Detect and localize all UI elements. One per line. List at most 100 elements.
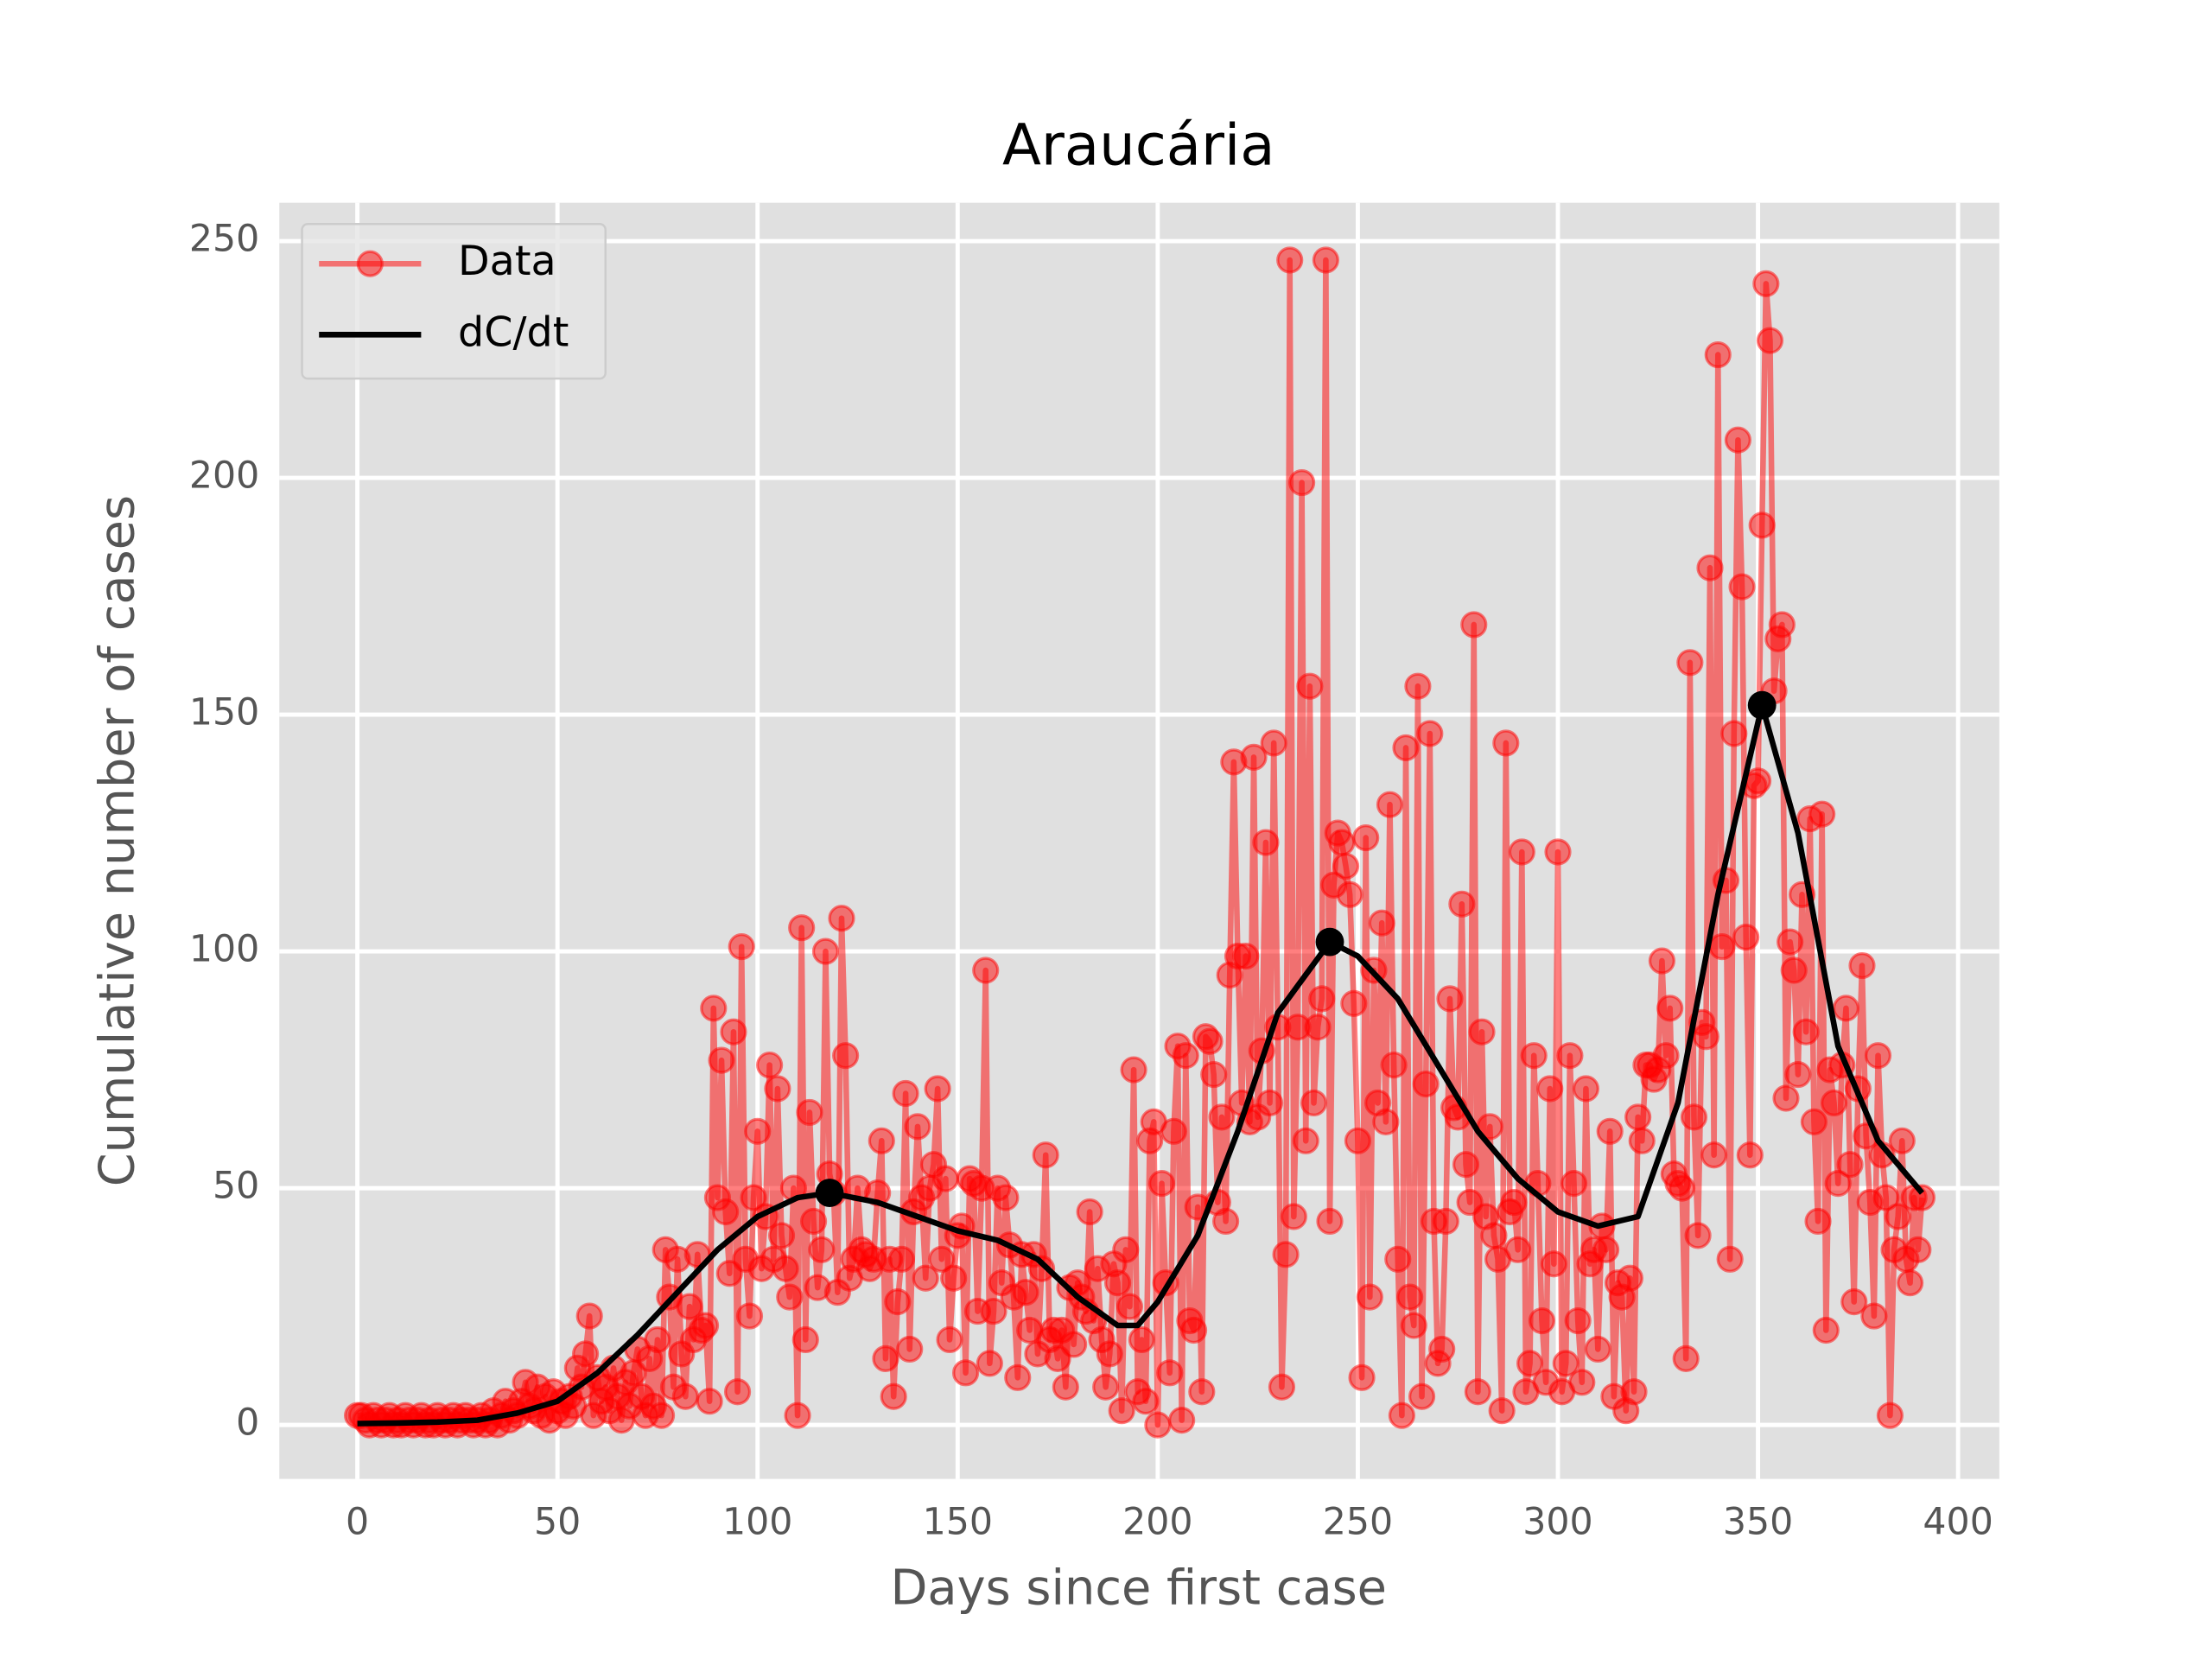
data-point bbox=[1412, 1070, 1440, 1098]
x-tick-label: 100 bbox=[722, 1501, 792, 1544]
data-point bbox=[1352, 823, 1380, 852]
data-point bbox=[1592, 1236, 1620, 1263]
data-point bbox=[1076, 1198, 1103, 1226]
peak-marker bbox=[815, 1179, 844, 1207]
data-point bbox=[1885, 1203, 1912, 1230]
data-point bbox=[571, 1340, 600, 1368]
data-point bbox=[1860, 1302, 1888, 1330]
x-tick-label: 0 bbox=[346, 1501, 369, 1544]
data-point bbox=[1752, 270, 1780, 297]
x-axis-label: Days since first case bbox=[890, 1560, 1387, 1616]
data-point bbox=[796, 1098, 823, 1127]
data-point bbox=[1680, 1103, 1708, 1131]
data-point bbox=[1260, 729, 1287, 757]
data-point bbox=[1676, 649, 1704, 677]
data-point bbox=[735, 1302, 764, 1330]
data-point bbox=[1328, 829, 1356, 856]
data-point bbox=[1160, 1117, 1187, 1145]
data-point bbox=[772, 1255, 799, 1282]
data-point bbox=[1736, 1141, 1764, 1169]
x-tick-label: 350 bbox=[1723, 1501, 1793, 1544]
data-point bbox=[1800, 1108, 1828, 1135]
data-point bbox=[799, 1207, 828, 1236]
y-tick-label: 100 bbox=[189, 928, 259, 971]
data-point bbox=[1304, 1014, 1332, 1041]
data-point bbox=[1820, 1089, 1848, 1117]
data-point bbox=[1280, 1203, 1307, 1230]
data-point bbox=[1716, 1245, 1744, 1273]
data-point bbox=[744, 1117, 772, 1145]
data-point bbox=[1179, 1316, 1208, 1344]
data-point bbox=[936, 1325, 963, 1354]
data-point bbox=[728, 933, 755, 961]
data-point bbox=[1272, 1241, 1300, 1268]
data-point bbox=[924, 1075, 951, 1103]
data-point bbox=[1540, 1250, 1567, 1278]
data-point bbox=[696, 1388, 723, 1415]
data-point bbox=[1904, 1236, 1932, 1263]
data-point bbox=[928, 1245, 956, 1273]
data-point bbox=[671, 1382, 699, 1410]
data-point bbox=[1616, 1264, 1643, 1292]
data-point bbox=[1156, 1359, 1184, 1387]
data-point bbox=[896, 1335, 924, 1363]
data-point bbox=[1564, 1306, 1592, 1335]
data-point bbox=[1672, 1344, 1700, 1372]
data-point bbox=[904, 1113, 931, 1141]
x-tick-label: 200 bbox=[1122, 1501, 1192, 1544]
data-point bbox=[1388, 1402, 1415, 1429]
plot-area bbox=[279, 202, 1999, 1479]
data-point bbox=[784, 1402, 811, 1429]
data-point bbox=[1212, 1207, 1240, 1236]
data-point bbox=[1464, 1378, 1491, 1406]
data-point bbox=[1732, 924, 1760, 951]
data-point bbox=[788, 914, 816, 942]
data-point bbox=[1468, 1018, 1496, 1046]
data-point bbox=[1240, 743, 1268, 771]
data-point bbox=[708, 1046, 735, 1074]
data-point bbox=[1408, 1382, 1436, 1410]
data-point bbox=[887, 1245, 916, 1273]
data-point bbox=[1808, 800, 1836, 828]
data-point bbox=[1876, 1402, 1904, 1429]
data-point bbox=[1312, 246, 1339, 274]
data-point bbox=[1288, 468, 1316, 497]
data-point bbox=[1648, 947, 1676, 975]
data-point bbox=[1724, 426, 1752, 454]
data-point bbox=[1004, 1363, 1032, 1391]
legend-marker bbox=[356, 250, 384, 277]
data-point bbox=[832, 1042, 860, 1070]
data-point bbox=[1308, 985, 1336, 1013]
data-point bbox=[1012, 1279, 1039, 1306]
data-point bbox=[676, 1293, 703, 1320]
data-point bbox=[1276, 246, 1304, 274]
data-point bbox=[1480, 1222, 1508, 1249]
data-point bbox=[1812, 1316, 1840, 1344]
data-point bbox=[1300, 1089, 1328, 1117]
data-point bbox=[1108, 1397, 1135, 1425]
data-point bbox=[691, 1312, 720, 1339]
data-point bbox=[1432, 1207, 1459, 1236]
data-point bbox=[1384, 1245, 1412, 1273]
data-point bbox=[872, 1344, 899, 1372]
data-point bbox=[1572, 1075, 1600, 1103]
data-point bbox=[1400, 1312, 1427, 1339]
y-tick-label: 0 bbox=[236, 1402, 259, 1445]
data-point bbox=[1332, 852, 1360, 880]
data-point bbox=[644, 1325, 671, 1354]
data-point bbox=[1516, 1350, 1544, 1377]
data-point bbox=[1708, 933, 1736, 961]
data-point bbox=[764, 1075, 791, 1103]
data-point bbox=[1500, 1188, 1528, 1217]
data-point bbox=[1168, 1407, 1196, 1434]
x-tick-label: 50 bbox=[534, 1501, 581, 1544]
chart-title: Araucária bbox=[1002, 112, 1274, 178]
data-point bbox=[931, 1165, 959, 1192]
data-point bbox=[1596, 1117, 1624, 1145]
data-point bbox=[1508, 838, 1535, 866]
x-tick-label: 250 bbox=[1323, 1501, 1393, 1544]
data-point bbox=[1888, 1127, 1916, 1154]
data-point bbox=[828, 905, 855, 932]
data-point bbox=[1628, 1127, 1656, 1154]
